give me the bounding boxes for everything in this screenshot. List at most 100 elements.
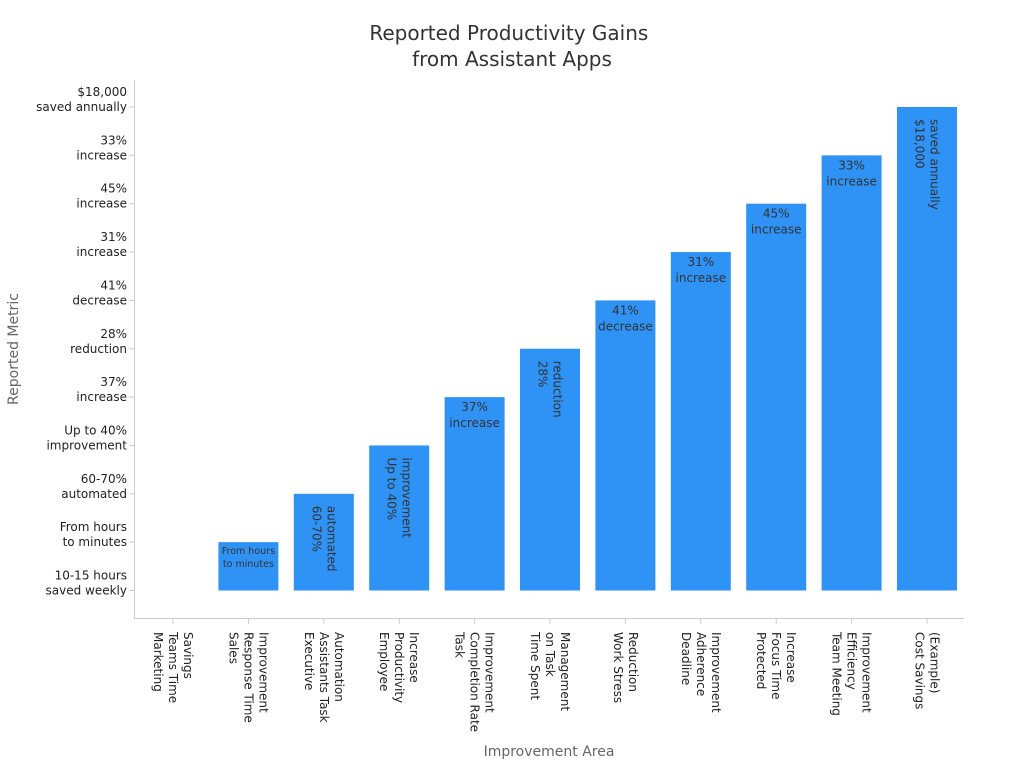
y-tick-label-line: 41%: [100, 278, 127, 292]
bar: [670, 252, 731, 591]
bar: [821, 155, 882, 591]
bar: [595, 300, 656, 591]
y-axis-title: Reported Metric: [6, 293, 22, 405]
x-axis-title: Improvement Area: [484, 744, 615, 760]
data-label-line: 37%: [461, 400, 488, 414]
y-tick-label: Up to 40% improvement: [46, 423, 127, 452]
x-tick-label-line: Improvement: [860, 632, 874, 713]
bar: [746, 203, 807, 591]
bar: [293, 493, 354, 591]
y-tick-label-line: increase: [76, 197, 127, 211]
x-tick-label-line: Reduction: [626, 632, 640, 692]
x-tick-label-line: Focus Time: [769, 632, 783, 699]
bars-group: [218, 107, 957, 591]
x-tick-label-line: Management: [558, 632, 572, 711]
data-label-line: $18,000: [913, 119, 927, 169]
x-tick-label-line: Task: [453, 631, 467, 658]
y-tick-label: 33% increase: [76, 133, 127, 162]
x-tick-label-line: Deadline: [679, 632, 693, 685]
data-label-line: 33%: [838, 158, 865, 172]
data-label-line: 41%: [612, 303, 639, 317]
y-tick-label: From hours to minutes: [60, 520, 127, 549]
y-tick-label: 37% increase: [76, 375, 127, 404]
y-tick-label: 41% decrease: [72, 278, 127, 307]
y-tick-label-line: 33%: [100, 133, 127, 147]
data-label: $18,000saved annually: [913, 119, 942, 210]
y-tick-label-line: saved weekly: [46, 584, 128, 598]
bar: [444, 397, 505, 591]
x-ticks-group: MarketingTeams TimeSavings SalesResponse …: [151, 619, 942, 732]
bar: [218, 542, 279, 591]
y-tick-label-line: 37%: [100, 375, 127, 389]
y-tick-label: $18,000 saved annually: [36, 85, 127, 114]
x-tick-label: Work StressReduction: [611, 632, 640, 703]
y-tick-label-line: saved annually: [36, 100, 127, 114]
data-label-line: 31%: [687, 255, 714, 269]
x-tick-label-line: Sales: [226, 632, 240, 664]
x-tick-label: DeadlineAdherenceImprovement: [679, 632, 723, 713]
x-tick-label-line: Improvement: [709, 632, 723, 713]
data-label-line: increase: [751, 223, 802, 237]
chart-title-line-1: Reported Productivity Gains: [369, 21, 648, 45]
data-label: 28%reduction: [536, 361, 565, 418]
data-label: 41% decrease: [598, 303, 653, 333]
y-tick-label-line: to minutes: [63, 535, 127, 549]
x-tick-label: Cost Savings(Example): [913, 632, 942, 709]
data-labels-group: From hours to minutes 60-70%automated Up to…: [222, 119, 942, 572]
data-label-line: reduction: [551, 361, 565, 418]
chart-title-line-2: from Assistant Apps: [412, 47, 612, 71]
data-label-line: automated: [324, 506, 338, 572]
x-tick-label: ExecutiveAssistants TaskAutomation: [302, 632, 346, 723]
y-tick-label-line: From hours: [60, 520, 127, 534]
data-label: 60-70%automated: [309, 506, 338, 572]
x-tick-label-line: Savings: [181, 632, 195, 679]
x-tick-label-line: Productivity: [392, 632, 406, 703]
y-tick-label-line: decrease: [72, 293, 127, 307]
bar: [520, 348, 580, 591]
data-label-line: increase: [449, 416, 500, 430]
y-tick-label-line: 28%: [100, 327, 127, 341]
data-label-line: decrease: [598, 319, 653, 333]
data-label-line: Up to 40%: [385, 457, 399, 520]
x-tick-label-line: Increase: [784, 632, 798, 683]
data-label-line: From hours: [222, 546, 275, 557]
data-label-line: to minutes: [223, 559, 274, 570]
y-tick-label-line: increase: [76, 245, 127, 259]
x-tick-label-line: Efficiency: [845, 632, 859, 690]
y-tick-label: 31% increase: [76, 230, 127, 259]
x-tick-label-line: Employee: [377, 632, 391, 691]
bar: [897, 107, 957, 591]
x-tick-label-line: Teams Time: [166, 631, 180, 703]
data-label-line: saved annually: [928, 119, 942, 210]
y-tick-label-line: improvement: [46, 438, 127, 452]
x-tick-label: ProtectedFocus TimeIncrease: [754, 632, 798, 699]
y-tick-label-line: 60-70%: [81, 472, 127, 486]
data-label: From hours to minutes: [222, 546, 275, 570]
x-tick-label: MarketingTeams TimeSavings: [151, 631, 195, 703]
data-label-line: improvement: [400, 457, 414, 538]
y-tick-label: 10-15 hours saved weekly: [46, 569, 128, 598]
data-label-line: 60-70%: [309, 506, 323, 552]
x-tick-label: SalesResponse TimeImprovement: [226, 632, 270, 723]
y-tick-label-line: increase: [76, 148, 127, 162]
y-tick-label-line: Up to 40%: [64, 423, 127, 437]
x-tick-label-line: Response Time: [241, 632, 255, 723]
x-tick-label-line: Team Meeting: [830, 631, 844, 716]
y-tick-label-line: 31%: [100, 230, 127, 244]
y-tick-label-line: 10-15 hours: [55, 569, 127, 583]
data-label: 37% increase: [449, 400, 500, 430]
x-tick-label-line: Automation: [332, 632, 346, 702]
x-tick-label-line: Marketing: [151, 632, 165, 692]
x-tick-label-line: Improvement: [256, 632, 270, 713]
data-label-line: 28%: [536, 361, 550, 388]
data-label: 45% increase: [751, 207, 802, 237]
y-tick-label-line: $18,000: [77, 85, 127, 99]
y-tick-label-line: 45%: [100, 182, 127, 196]
y-tick-label-line: reduction: [70, 342, 127, 356]
x-tick-label: Time Spenton TaskManagement: [528, 631, 572, 711]
x-tick-label: Team MeetingEfficiencyImprovement: [830, 631, 874, 716]
chart-title: Reported Productivity Gains from Assista…: [369, 21, 654, 71]
x-tick-label-line: Protected: [754, 632, 768, 689]
x-tick-label-line: Completion Rate: [468, 632, 482, 732]
